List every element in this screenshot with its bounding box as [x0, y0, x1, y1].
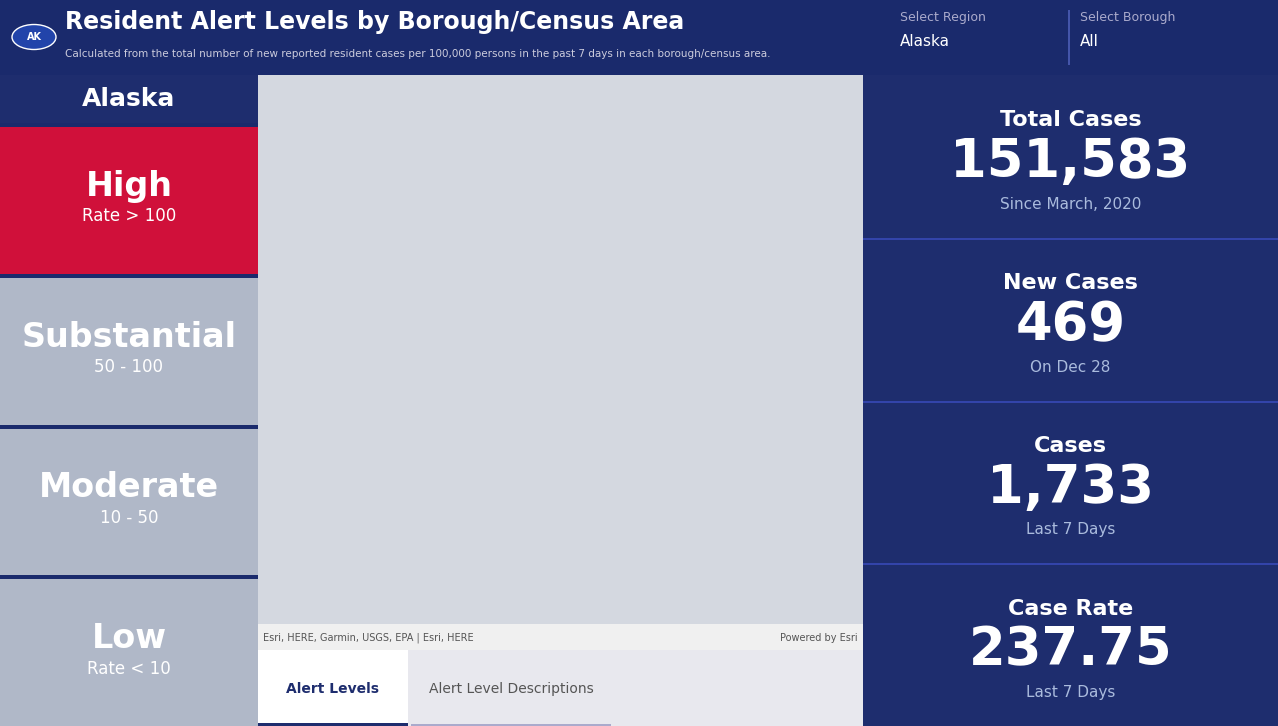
- Circle shape: [441, 478, 463, 499]
- Bar: [828, 83, 858, 117]
- Text: Esri, HERE, Garmin, USGS, EPA | Esri, HERE: Esri, HERE, Garmin, USGS, EPA | Esri, HE…: [263, 633, 474, 643]
- Text: Powered by Esri: Powered by Esri: [781, 633, 858, 643]
- Text: Alaska: Alaska: [82, 87, 175, 111]
- Text: 10 - 50: 10 - 50: [100, 509, 158, 527]
- Polygon shape: [380, 190, 500, 374]
- Text: 237.75: 237.75: [969, 624, 1172, 677]
- Text: High: High: [86, 170, 173, 203]
- Text: AK: AK: [27, 32, 41, 42]
- Ellipse shape: [470, 542, 505, 552]
- Text: Alaska: Alaska: [900, 35, 950, 49]
- Text: Moderate: Moderate: [38, 471, 219, 505]
- Text: New Cases: New Cases: [1003, 273, 1137, 293]
- Ellipse shape: [436, 559, 466, 568]
- Text: Rate < 10: Rate < 10: [87, 660, 171, 677]
- Ellipse shape: [288, 608, 300, 612]
- Polygon shape: [585, 420, 718, 558]
- Text: Rate > 100: Rate > 100: [82, 208, 176, 225]
- Text: Low: Low: [92, 622, 166, 655]
- Text: Last 7 Days: Last 7 Days: [1026, 523, 1116, 537]
- Text: Resident Alert Levels by Borough/Census Area: Resident Alert Levels by Borough/Census …: [65, 10, 684, 34]
- Polygon shape: [403, 317, 524, 431]
- Text: 469: 469: [1016, 299, 1126, 351]
- Polygon shape: [403, 420, 524, 523]
- Text: ⌂: ⌂: [808, 91, 819, 109]
- Text: All: All: [1080, 35, 1099, 49]
- Text: 50 - 100: 50 - 100: [95, 358, 164, 376]
- Text: 1,733: 1,733: [987, 462, 1154, 514]
- Text: Substantial: Substantial: [22, 321, 236, 354]
- Ellipse shape: [263, 613, 277, 618]
- Ellipse shape: [368, 589, 390, 596]
- Polygon shape: [500, 133, 743, 340]
- Text: Select Region: Select Region: [900, 12, 985, 25]
- Text: Case Rate: Case Rate: [1008, 599, 1134, 619]
- Text: Alert Level Descriptions: Alert Level Descriptions: [428, 682, 593, 696]
- Text: Gulf of
Alaska: Gulf of Alaska: [675, 513, 712, 534]
- Polygon shape: [743, 397, 845, 616]
- Text: Bering Sea: Bering Sea: [300, 404, 362, 414]
- Ellipse shape: [403, 577, 428, 585]
- Text: Beaufort Sea: Beaufort Sea: [676, 92, 748, 102]
- Polygon shape: [380, 75, 820, 431]
- Text: ☰: ☰: [836, 92, 850, 107]
- Bar: [797, 83, 828, 117]
- Text: Calculated from the total number of new reported resident cases per 100,000 pers: Calculated from the total number of new …: [65, 49, 771, 59]
- Ellipse shape: [311, 602, 326, 606]
- Text: Total Cases: Total Cases: [999, 110, 1141, 131]
- Polygon shape: [681, 386, 754, 489]
- Text: On Dec 28: On Dec 28: [1030, 359, 1111, 375]
- Text: Cases: Cases: [1034, 436, 1107, 456]
- Text: Select Borough: Select Borough: [1080, 12, 1176, 25]
- Polygon shape: [391, 75, 699, 190]
- Text: Alert Levels: Alert Levels: [286, 682, 380, 696]
- Text: Last 7 Days: Last 7 Days: [1026, 685, 1116, 700]
- Text: 151,583: 151,583: [951, 136, 1191, 188]
- Ellipse shape: [340, 595, 358, 601]
- Text: Since March, 2020: Since March, 2020: [999, 197, 1141, 212]
